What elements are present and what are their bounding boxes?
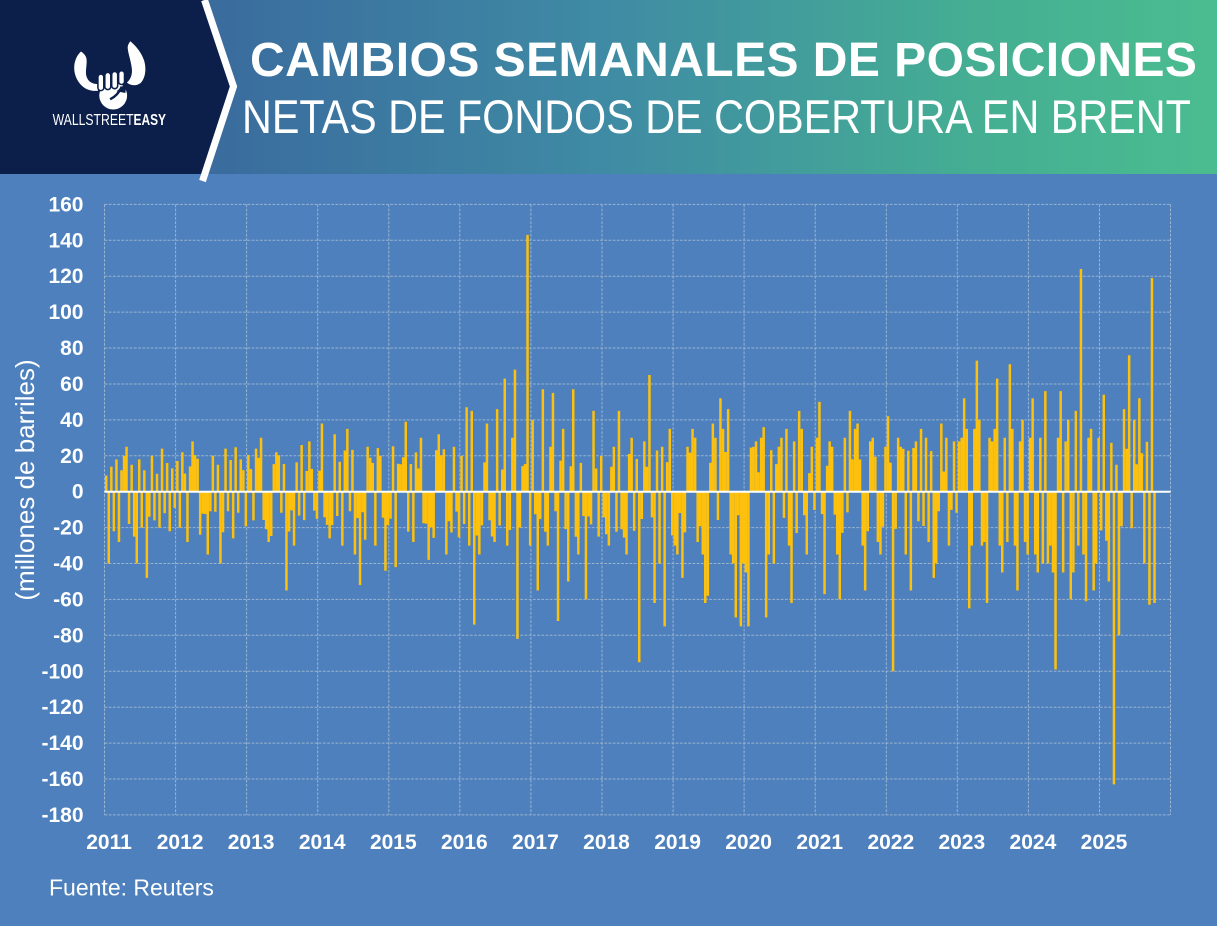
- svg-text:2020: 2020: [725, 831, 772, 854]
- svg-text:(millones de barriles): (millones de barriles): [10, 359, 40, 600]
- svg-text:2017: 2017: [512, 831, 559, 854]
- svg-text:-40: -40: [53, 553, 83, 576]
- svg-text:-140: -140: [41, 732, 83, 755]
- svg-text:2021: 2021: [796, 831, 843, 854]
- svg-text:60: 60: [60, 373, 83, 396]
- svg-text:WALLSTREET: WALLSTREET: [53, 112, 134, 129]
- svg-text:140: 140: [48, 229, 83, 252]
- svg-text:2016: 2016: [441, 831, 488, 854]
- svg-text:2013: 2013: [228, 831, 275, 854]
- svg-text:2015: 2015: [370, 831, 417, 854]
- svg-text:2025: 2025: [1081, 831, 1128, 854]
- svg-text:2012: 2012: [157, 831, 204, 854]
- svg-text:2018: 2018: [583, 831, 630, 854]
- svg-text:100: 100: [48, 301, 83, 324]
- svg-text:0: 0: [72, 481, 84, 504]
- svg-text:EASY: EASY: [134, 112, 167, 129]
- svg-text:2022: 2022: [867, 831, 914, 854]
- svg-text:2024: 2024: [1010, 831, 1057, 854]
- svg-text:120: 120: [48, 265, 83, 288]
- svg-text:-180: -180: [41, 804, 83, 827]
- svg-text:-20: -20: [53, 517, 83, 540]
- svg-text:-100: -100: [41, 660, 83, 683]
- svg-text:160: 160: [48, 193, 83, 216]
- svg-text:80: 80: [60, 337, 83, 360]
- svg-text:-80: -80: [53, 624, 83, 647]
- svg-text:-60: -60: [53, 588, 83, 611]
- svg-text:2019: 2019: [654, 831, 701, 854]
- svg-text:Fuente: Reuters: Fuente: Reuters: [49, 875, 214, 901]
- svg-text:2011: 2011: [86, 831, 132, 854]
- svg-text:20: 20: [60, 445, 83, 468]
- svg-text:2023: 2023: [938, 831, 985, 854]
- svg-text:40: 40: [60, 409, 83, 432]
- svg-text:2014: 2014: [299, 831, 346, 854]
- svg-text:-120: -120: [41, 696, 83, 719]
- svg-text:-160: -160: [41, 768, 83, 791]
